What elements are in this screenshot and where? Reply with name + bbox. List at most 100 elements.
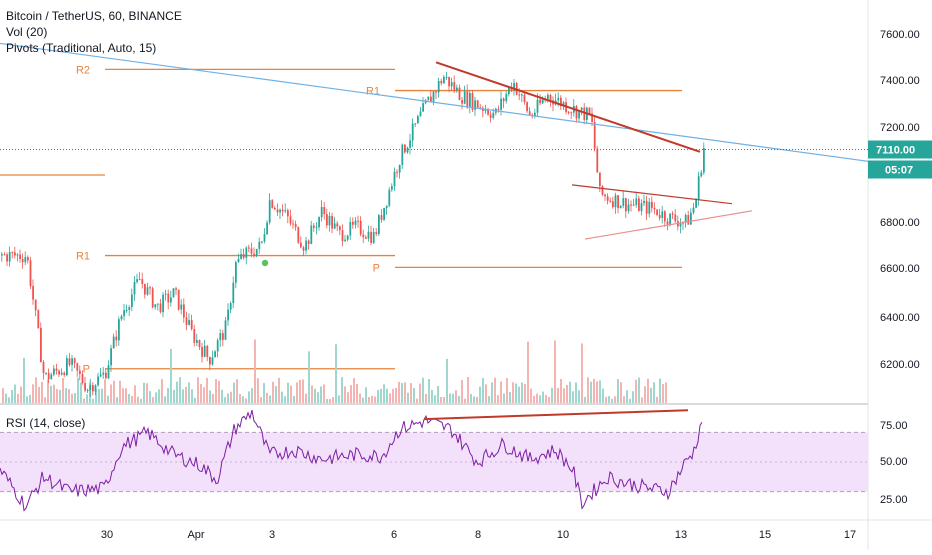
volume-bar bbox=[548, 396, 550, 403]
candle-body bbox=[151, 288, 154, 308]
candle-body bbox=[354, 220, 357, 225]
candle-body bbox=[255, 248, 258, 257]
candle-body bbox=[401, 144, 404, 165]
volume-bar bbox=[479, 386, 481, 403]
volume-bar bbox=[320, 386, 322, 403]
candle-body bbox=[453, 82, 456, 91]
volume-bar bbox=[497, 395, 499, 403]
candle-body bbox=[599, 172, 601, 187]
pivot-label: P bbox=[83, 364, 90, 376]
volume-bar bbox=[461, 379, 463, 403]
candle-body bbox=[396, 171, 398, 173]
candle-body bbox=[55, 368, 58, 371]
candle-body bbox=[203, 345, 206, 357]
volume-bar bbox=[431, 389, 433, 403]
volume-bar bbox=[314, 388, 316, 403]
volume-bar bbox=[524, 383, 526, 403]
volume-bar bbox=[410, 383, 412, 403]
volume-bar bbox=[23, 357, 25, 403]
rsi-indicator-label[interactable]: RSI (14, close) bbox=[6, 416, 86, 430]
candle-body bbox=[209, 356, 211, 365]
volume-bar bbox=[512, 382, 514, 403]
volume-bar bbox=[404, 382, 406, 403]
volume-bar bbox=[269, 395, 271, 403]
volume-bar bbox=[251, 388, 253, 403]
volume-bar bbox=[221, 389, 223, 403]
volume-bar bbox=[458, 396, 460, 403]
volume-bar bbox=[164, 396, 166, 403]
volume-bar bbox=[653, 382, 655, 403]
symbol-title[interactable]: Bitcoin / TetherUS, 60, BINANCE bbox=[6, 9, 182, 23]
candle-body bbox=[497, 108, 500, 110]
candle-body bbox=[110, 348, 112, 366]
volume-bar bbox=[434, 395, 436, 403]
volume-bar bbox=[254, 339, 256, 403]
volume-bar bbox=[74, 393, 76, 403]
candle-body bbox=[476, 100, 479, 108]
volume-bar bbox=[62, 377, 64, 403]
volume-indicator-label[interactable]: Vol (20) bbox=[6, 25, 48, 39]
volume-bar bbox=[287, 382, 289, 403]
candle-body bbox=[305, 240, 307, 251]
volume-bar bbox=[425, 393, 427, 403]
candle-body bbox=[144, 283, 146, 295]
candle-body bbox=[411, 123, 414, 141]
candle-body bbox=[138, 279, 141, 281]
pivots-indicator-label[interactable]: Pivots (Traditional, Auto, 15) bbox=[6, 41, 157, 55]
candle-body bbox=[237, 258, 240, 263]
candle-body bbox=[362, 234, 365, 238]
candle-body bbox=[42, 362, 45, 373]
volume-bar bbox=[134, 385, 136, 403]
candle-body bbox=[167, 293, 170, 303]
volume-bar bbox=[659, 378, 661, 403]
candle-body bbox=[500, 98, 502, 110]
volume-bar bbox=[647, 378, 649, 403]
candle-body bbox=[105, 372, 107, 379]
candle-body bbox=[63, 372, 66, 376]
volume-bar bbox=[260, 397, 262, 403]
candle-body bbox=[128, 307, 131, 310]
candle-body bbox=[326, 214, 328, 226]
volume-bar bbox=[620, 382, 622, 403]
candle-body bbox=[404, 144, 406, 153]
candle-body bbox=[8, 252, 11, 262]
volume-bar bbox=[326, 398, 328, 403]
volume-bar bbox=[452, 393, 454, 403]
volume-bar bbox=[209, 390, 211, 403]
candle-body bbox=[593, 121, 596, 149]
volume-bar bbox=[242, 396, 244, 403]
candle-body bbox=[508, 87, 510, 95]
volume-bar bbox=[140, 398, 142, 403]
candle-body bbox=[193, 328, 196, 343]
candle-body bbox=[536, 99, 539, 113]
volume-bar bbox=[56, 389, 58, 403]
volume-bar bbox=[383, 384, 385, 403]
volume-bar bbox=[335, 344, 337, 403]
candle-body bbox=[53, 368, 55, 375]
volume-bar bbox=[599, 380, 601, 403]
volume-bar bbox=[176, 381, 178, 403]
candle-body bbox=[136, 279, 138, 283]
candle-body bbox=[570, 112, 573, 114]
volume-bar bbox=[584, 396, 586, 403]
candle-body bbox=[183, 304, 185, 318]
volume-bar bbox=[371, 395, 373, 403]
volume-bar bbox=[248, 391, 250, 403]
candle-body bbox=[583, 107, 586, 121]
volume-bar bbox=[116, 397, 118, 403]
candle-body bbox=[294, 223, 297, 228]
volume-bar bbox=[263, 383, 265, 403]
volume-bar bbox=[542, 391, 544, 403]
candle-body bbox=[651, 201, 653, 208]
candle-body bbox=[58, 370, 60, 375]
volume-bar bbox=[485, 384, 487, 403]
volume-bar bbox=[119, 380, 121, 403]
candle-body bbox=[253, 253, 255, 257]
volume-bar bbox=[179, 377, 181, 403]
candle-body bbox=[185, 317, 188, 325]
candle-body bbox=[219, 333, 222, 341]
volume-bar bbox=[281, 391, 283, 403]
candle-body bbox=[279, 209, 281, 213]
